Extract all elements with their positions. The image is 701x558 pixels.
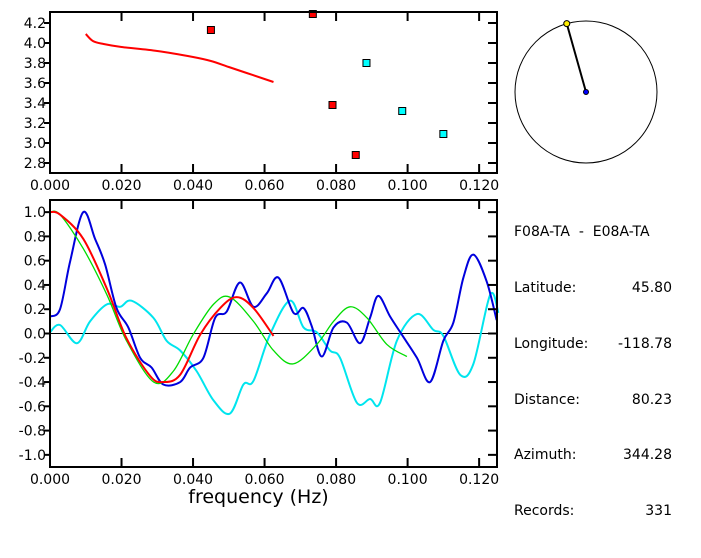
y-tick-label: -1.0: [19, 448, 46, 464]
red-points-marker: [206, 26, 215, 34]
azimuth-line: [565, 23, 587, 93]
x-tick-label: 0.040: [173, 472, 213, 488]
x-tick-label: 0.060: [245, 178, 285, 194]
info-row-longitude: Longitude: -118.78: [514, 335, 672, 354]
series-cyan: [49, 291, 500, 416]
y-tick-label: 3.6: [24, 76, 46, 92]
y-tick-label: 0.6: [24, 254, 46, 270]
azimuth-compass: [514, 20, 658, 164]
x-axis-title: frequency (Hz): [188, 486, 328, 508]
cyan-points-marker: [398, 107, 407, 115]
info-row-latitude: Latitude: 45.80: [514, 279, 672, 298]
info-label: Azimuth:: [514, 447, 577, 464]
x-tick-label: 0.040: [173, 178, 213, 194]
y-tick-label: 4.0: [24, 36, 46, 52]
x-tick-label: 0.080: [316, 472, 356, 488]
cyan-points-marker: [362, 59, 371, 67]
x-tick-label: 0.100: [388, 178, 428, 194]
y-tick-label: 0.2: [24, 302, 46, 318]
station-pair-title: F08A-TA - E08A-TA: [514, 224, 650, 241]
cross-correlation-spectrum-plot: 0.000 0.020 0.040 0.060 0.080 0.100 0.120 -1.0 -…: [19, 199, 500, 508]
info-row-records: Records: 331: [514, 502, 672, 521]
plot-frame: [49, 11, 498, 174]
plot-window: 0.000 0.020 0.040 0.060 0.080 0.100 0.120 2.8 3.…: [18, 10, 672, 520]
x-tick-label: 0.100: [388, 472, 428, 488]
info-label: Longitude:: [514, 335, 589, 352]
info-row-azimuth: Azimuth: 344.28: [514, 446, 672, 465]
x-tick-label: 0.020: [101, 472, 141, 488]
x-tick-label: 0.120: [459, 472, 499, 488]
x-tick-label: 0.000: [30, 178, 70, 194]
info-value: 45.80: [631, 279, 672, 296]
y-tick-label: -0.2: [19, 351, 46, 367]
y-tick-label: 3.4: [24, 96, 46, 112]
station-pair-info: F08A-TA - E08A-TA Latitude: 45.80 Longitu…: [514, 186, 672, 558]
y-tick-label: 2.8: [24, 156, 46, 172]
info-value: 344.28: [623, 447, 672, 464]
y-tick-label: 0.8: [24, 229, 46, 245]
y-tick-label: -0.4: [19, 375, 46, 391]
info-label: Records:: [514, 503, 575, 520]
info-value: -118.78: [617, 335, 672, 352]
y-tick-label: -0.8: [19, 424, 46, 440]
info-row-distance: Distance: 80.23: [514, 391, 672, 410]
cyan-points-marker: [439, 130, 448, 138]
x-tick-label: 0.020: [101, 178, 141, 194]
y-tick-label: 3.0: [24, 136, 46, 152]
info-value: 331: [645, 503, 672, 520]
red-points-marker: [308, 10, 317, 18]
velocity-dispersion-plot: 0.000 0.020 0.040 0.060 0.080 0.100 0.120 2.8 3.…: [24, 10, 499, 194]
series-blue: [49, 210, 498, 387]
plots-canvas: 0.000 0.020 0.040 0.060 0.080 0.100 0.120 2.8 3.…: [19, 10, 658, 508]
x-tick-label: 0.060: [245, 472, 285, 488]
info-label: Distance:: [514, 391, 580, 408]
station-marker: [563, 20, 571, 28]
y-tick-label: 0.4: [24, 278, 46, 294]
x-tick-label: 0.080: [316, 178, 356, 194]
series-green: [49, 210, 408, 385]
y-tick-label: 1.0: [24, 205, 46, 221]
y-tick-label: 4.2: [24, 16, 46, 32]
y-tick-label: 0.0: [24, 327, 46, 343]
x-tick-label: 0.120: [459, 178, 499, 194]
red-points-marker: [328, 101, 337, 109]
compass-circle: [514, 20, 658, 164]
center-station-marker: [583, 89, 589, 95]
y-tick-label: 3.2: [24, 116, 46, 132]
y-tick-label: 3.8: [24, 56, 46, 72]
series-red: [49, 210, 275, 384]
x-tick-label: 0.000: [30, 472, 70, 488]
red-points-marker: [351, 151, 360, 159]
series-curve: [85, 33, 274, 83]
info-label: Latitude:: [514, 279, 577, 296]
y-tick-label: -0.6: [19, 399, 46, 415]
info-value: 80.23: [631, 391, 672, 408]
